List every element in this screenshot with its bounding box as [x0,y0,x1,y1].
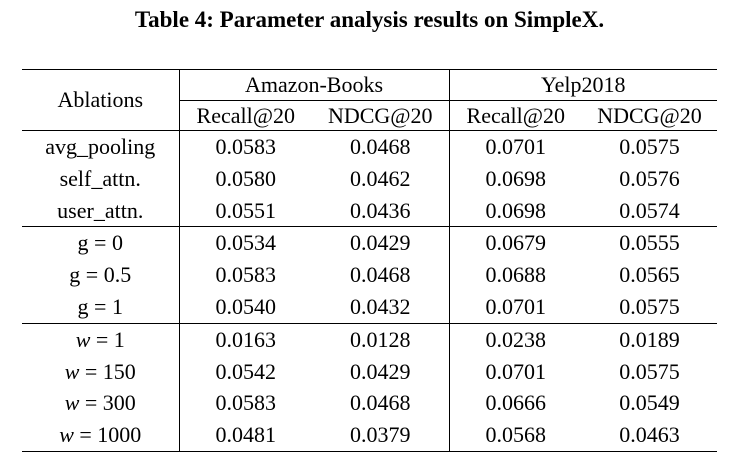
metric-value: 0.0555 [582,226,717,260]
metric-value: 0.0463 [582,419,717,452]
metric-value: 0.0698 [485,197,547,223]
table-row: w = 1 0.0163 0.0128 0.0238 0.0189 [22,322,717,356]
table-row: self_attn. 0.0580 0.0462 0.0698 0.0576 [22,162,717,195]
header-row-metrics: Recall@20 NDCG@20 Recall@20 NDCG@20 [22,100,717,131]
metric-value: 0.0542 [215,358,277,384]
metric-value: 0.0481 [179,419,312,452]
metric-value: 0.0701 [485,293,547,319]
metric-value: 0.0462 [312,162,450,195]
ablation-label: w = 1000 [22,419,180,452]
metric-value: 0.0666 [485,390,547,416]
ablation-label: user_attn. [22,194,180,227]
metric-value: 0.0429 [312,355,450,388]
metric-value: 0.0238 [449,322,582,356]
row-label-header: Ablations [22,69,180,131]
ablation-value: = 300 [79,390,136,416]
metric-value: 0.0568 [449,419,582,452]
metric-value: 0.0551 [215,197,277,223]
metric-value: 0.0163 [179,322,312,356]
variable-symbol: w [59,422,74,448]
metric-value: 0.0688 [485,262,547,288]
metric-value: 0.0583 [215,262,277,288]
metric-header: NDCG@20 [312,100,450,131]
metric-value: 0.0574 [619,197,680,223]
metric-value: 0.0701 [449,129,582,163]
metric-value: 0.0679 [449,226,582,260]
metric-value: 0.0583 [179,129,312,163]
metric-value: 0.0468 [312,129,450,163]
metric-value: 0.0701 [485,358,547,384]
ablation-label: w = 1 [22,322,180,356]
metric-value: 0.0583 [215,390,277,416]
metric-header: NDCG@20 [597,103,702,128]
metric-value: 0.0576 [619,165,680,191]
ablation-label: g = 0.5 [22,259,180,291]
metric-value: 0.0128 [312,322,450,356]
table-row: g = 1 0.0540 0.0432 0.0701 0.0575 [22,290,717,324]
metric-value: 0.0575 [582,129,717,163]
metric-value: 0.0189 [582,322,717,356]
group-header-yelp2018: Yelp2018 [449,69,717,101]
table-row: user_attn. 0.0551 0.0436 0.0698 0.0574 [22,194,717,227]
metric-value: 0.0540 [215,293,277,319]
results-table: Ablations Amazon-Books Yelp2018 Recall@2… [22,69,717,452]
variable-symbol: w [64,358,80,384]
table-row: w = 150 0.0542 0.0429 0.0701 0.0575 [22,355,717,388]
metric-value: 0.0468 [312,259,450,291]
ablation-label: w = 150 [22,355,180,388]
metric-header: Recall@20 [466,103,565,128]
metric-value: 0.0436 [312,194,450,227]
table-body: avg_pooling 0.0583 0.0468 0.0701 0.0575 self_… [22,129,717,452]
metric-value: 0.0429 [312,226,450,260]
table-row: avg_pooling 0.0583 0.0468 0.0701 0.0575 [22,129,717,163]
table-row: w = 1000 0.0481 0.0379 0.0568 0.0463 [22,419,717,452]
ablation-value: = 1 [90,326,125,352]
metric-value: 0.0379 [312,419,450,452]
ablation-label: g = 0 [22,226,180,260]
table-row: w = 300 0.0583 0.0468 0.0666 0.0549 [22,387,717,420]
metric-value: 0.0468 [312,387,450,420]
metric-value: 0.0534 [179,226,312,260]
table-row: g = 0 0.0534 0.0429 0.0679 0.0555 [22,226,717,260]
metric-value: 0.0575 [619,293,680,319]
metric-value: 0.0565 [619,262,680,288]
metric-value: 0.0432 [312,290,450,324]
header-row-groups: Ablations Amazon-Books Yelp2018 [22,69,717,131]
ablation-label: self_attn. [22,162,180,195]
ablation-value: = 150 [79,358,136,384]
table-row: g = 0.5 0.0583 0.0468 0.0688 0.0565 [22,259,717,291]
variable-symbol: w [64,390,80,416]
table-caption: Table 4: Parameter analysis results on S… [134,7,605,32]
group-header-amazon-books: Amazon-Books [179,69,450,101]
metric-value: 0.0580 [215,165,277,191]
metric-header: Recall@20 [196,103,295,128]
metric-value: 0.0575 [619,358,680,384]
metric-value: 0.0549 [619,390,680,416]
ablation-value: = 1000 [73,422,142,448]
variable-symbol: w [75,326,91,352]
metric-value: 0.0698 [485,165,547,191]
ablation-label: avg_pooling [22,129,180,163]
ablation-label: g = 1 [22,290,180,324]
ablation-label: w = 300 [22,387,180,420]
